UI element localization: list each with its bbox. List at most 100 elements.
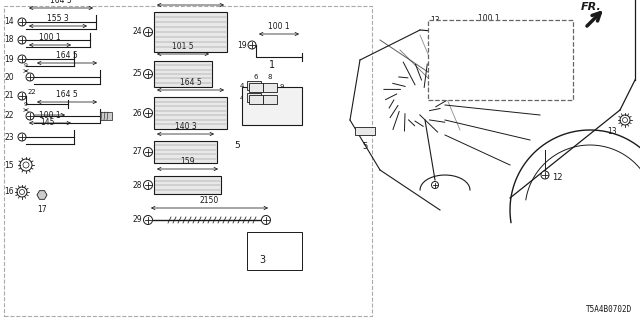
Bar (154, 61, 212, 87)
Bar (247, 93, 261, 102)
Text: 19: 19 (4, 54, 14, 63)
Circle shape (438, 33, 442, 37)
Text: 5: 5 (234, 140, 240, 149)
Bar (100, 112, 112, 120)
Text: 7: 7 (256, 105, 260, 111)
Text: 164 5: 164 5 (50, 0, 72, 5)
Bar (428, 20, 573, 100)
Text: 145: 145 (40, 118, 54, 127)
Text: 19: 19 (426, 37, 436, 46)
Bar (154, 176, 221, 194)
Bar (154, 12, 227, 52)
Bar (249, 83, 263, 92)
Polygon shape (37, 191, 47, 199)
Text: 16: 16 (4, 188, 14, 196)
Text: 18: 18 (4, 36, 14, 44)
Circle shape (18, 92, 26, 100)
Text: 9: 9 (24, 63, 28, 68)
Text: 17: 17 (37, 205, 47, 214)
Circle shape (19, 189, 24, 195)
Circle shape (143, 108, 152, 117)
Text: 100 1: 100 1 (39, 33, 61, 42)
Circle shape (26, 73, 34, 81)
Text: 12: 12 (552, 173, 563, 182)
Text: 100 1: 100 1 (268, 22, 290, 31)
Text: 164 5: 164 5 (180, 0, 202, 2)
Text: 140 3: 140 3 (175, 122, 196, 131)
Text: 4: 4 (239, 83, 244, 89)
Text: 6: 6 (253, 74, 259, 80)
Circle shape (541, 171, 549, 179)
Bar (247, 232, 302, 270)
Text: 155 3: 155 3 (47, 14, 69, 23)
Bar (263, 83, 277, 92)
Text: 8: 8 (268, 74, 272, 80)
Text: 26: 26 (132, 108, 142, 117)
Text: 22: 22 (28, 89, 36, 95)
Text: 13: 13 (430, 16, 440, 25)
Text: 10: 10 (279, 95, 288, 101)
Text: 2150: 2150 (200, 196, 219, 205)
Text: 164 5: 164 5 (180, 78, 202, 87)
Text: 23: 23 (4, 132, 14, 141)
Circle shape (435, 30, 445, 40)
Text: 100 1: 100 1 (39, 111, 61, 120)
Circle shape (482, 65, 488, 71)
Text: 4: 4 (239, 95, 244, 101)
Text: 21: 21 (4, 92, 14, 100)
Circle shape (143, 215, 152, 225)
Bar (263, 95, 277, 104)
Bar (249, 95, 263, 104)
Bar (154, 97, 227, 129)
Text: 101 5: 101 5 (172, 42, 194, 51)
Text: 24: 24 (132, 28, 142, 36)
Circle shape (262, 215, 271, 225)
Text: 27: 27 (132, 148, 142, 156)
Text: 164 5: 164 5 (56, 51, 78, 60)
Circle shape (431, 181, 438, 188)
Text: T5A4B0702D: T5A4B0702D (586, 305, 632, 314)
Text: 9: 9 (24, 102, 28, 107)
Text: 14: 14 (4, 18, 14, 27)
Text: 9: 9 (279, 84, 284, 90)
Text: 15: 15 (4, 161, 14, 170)
Text: 1: 1 (269, 60, 275, 70)
Circle shape (20, 159, 32, 171)
Text: 11: 11 (265, 105, 274, 111)
Bar (355, 127, 375, 135)
Text: 3: 3 (259, 255, 265, 265)
Circle shape (17, 187, 27, 197)
Circle shape (18, 36, 26, 44)
Text: 25: 25 (132, 69, 142, 78)
Circle shape (18, 18, 26, 26)
Text: 2: 2 (564, 45, 570, 54)
Bar (247, 81, 261, 90)
Text: FR.: FR. (581, 2, 602, 12)
Circle shape (623, 117, 627, 123)
Text: 8: 8 (268, 105, 272, 111)
Text: 5: 5 (362, 142, 367, 151)
Text: 19: 19 (237, 41, 247, 50)
Circle shape (23, 162, 29, 168)
Text: 29: 29 (132, 215, 142, 225)
Bar (154, 141, 217, 163)
Text: 13: 13 (607, 127, 617, 136)
Text: 22: 22 (4, 111, 14, 121)
Circle shape (620, 115, 630, 125)
Text: 20: 20 (4, 73, 14, 82)
Circle shape (18, 55, 26, 63)
Circle shape (143, 148, 152, 156)
Text: 164 5: 164 5 (56, 90, 78, 99)
Circle shape (18, 133, 26, 141)
Circle shape (26, 112, 34, 120)
Text: 159: 159 (180, 157, 195, 166)
Circle shape (143, 28, 152, 36)
Text: 28: 28 (132, 180, 142, 189)
Bar (242, 87, 302, 125)
Circle shape (143, 69, 152, 78)
Circle shape (143, 180, 152, 189)
Bar (4, 6, 372, 316)
Text: 100 1: 100 1 (478, 14, 500, 23)
Circle shape (248, 41, 256, 49)
Circle shape (442, 38, 450, 46)
